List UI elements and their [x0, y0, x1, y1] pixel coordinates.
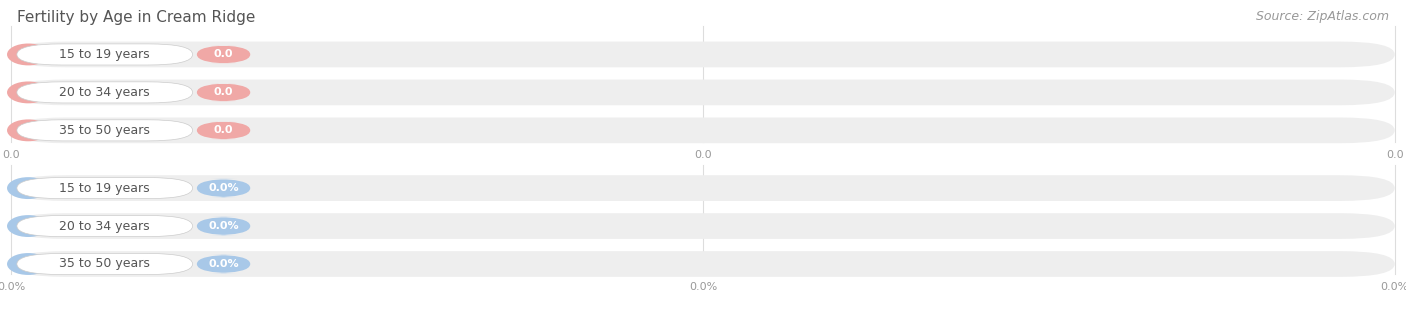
Text: 35 to 50 years: 35 to 50 years — [59, 257, 150, 271]
Ellipse shape — [7, 44, 49, 65]
Text: 35 to 50 years: 35 to 50 years — [59, 124, 150, 137]
FancyBboxPatch shape — [11, 251, 1395, 277]
Text: 0.0%: 0.0% — [0, 282, 25, 292]
FancyBboxPatch shape — [197, 83, 250, 102]
FancyBboxPatch shape — [11, 80, 1395, 105]
Text: 0.0%: 0.0% — [208, 221, 239, 231]
FancyBboxPatch shape — [197, 121, 250, 140]
FancyBboxPatch shape — [11, 117, 1395, 143]
FancyBboxPatch shape — [17, 120, 193, 141]
Text: 15 to 19 years: 15 to 19 years — [59, 182, 150, 195]
FancyBboxPatch shape — [11, 42, 1395, 67]
Text: 0.0: 0.0 — [214, 87, 233, 97]
Ellipse shape — [7, 215, 49, 237]
FancyBboxPatch shape — [11, 213, 1395, 239]
FancyBboxPatch shape — [197, 217, 250, 235]
Text: 0.0: 0.0 — [214, 125, 233, 135]
Ellipse shape — [7, 119, 49, 141]
Ellipse shape — [7, 177, 49, 199]
FancyBboxPatch shape — [197, 179, 250, 197]
FancyBboxPatch shape — [11, 175, 1395, 201]
FancyBboxPatch shape — [197, 255, 250, 273]
Text: 20 to 34 years: 20 to 34 years — [59, 219, 150, 233]
FancyBboxPatch shape — [17, 44, 193, 65]
Text: Fertility by Age in Cream Ridge: Fertility by Age in Cream Ridge — [17, 10, 256, 25]
FancyBboxPatch shape — [17, 253, 193, 275]
Text: 0.0%: 0.0% — [689, 282, 717, 292]
Ellipse shape — [7, 82, 49, 103]
Text: 0.0%: 0.0% — [208, 259, 239, 269]
FancyBboxPatch shape — [17, 215, 193, 237]
Text: 0.0%: 0.0% — [208, 183, 239, 193]
Text: 20 to 34 years: 20 to 34 years — [59, 86, 150, 99]
Text: 0.0%: 0.0% — [1381, 282, 1406, 292]
Text: Source: ZipAtlas.com: Source: ZipAtlas.com — [1256, 10, 1389, 23]
Ellipse shape — [7, 253, 49, 275]
FancyBboxPatch shape — [17, 82, 193, 103]
Text: 15 to 19 years: 15 to 19 years — [59, 48, 150, 61]
FancyBboxPatch shape — [17, 178, 193, 199]
Text: 0.0: 0.0 — [1386, 150, 1403, 160]
Text: 0.0: 0.0 — [3, 150, 20, 160]
Text: 0.0: 0.0 — [214, 50, 233, 59]
Text: 0.0: 0.0 — [695, 150, 711, 160]
FancyBboxPatch shape — [197, 45, 250, 64]
